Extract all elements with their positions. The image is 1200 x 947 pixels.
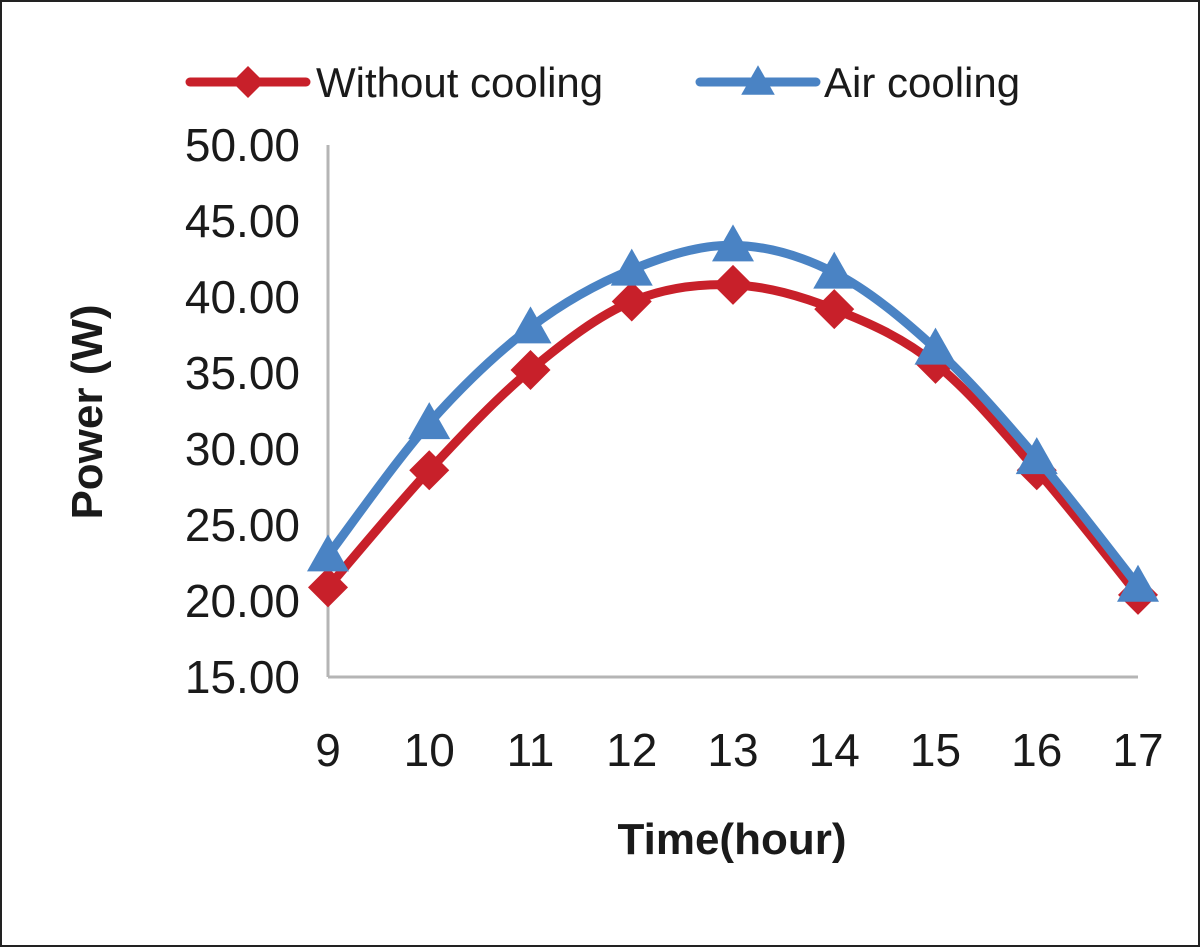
data-point (409, 450, 450, 491)
data-point (610, 248, 653, 286)
x-tick-label: 13 (707, 724, 758, 776)
data-point (712, 224, 754, 262)
legend: Without cooling Air cooling (185, 59, 1020, 106)
legend-label: Air cooling (824, 59, 1020, 106)
x-tick-label: 11 (507, 724, 555, 776)
data-point (308, 567, 348, 608)
data-point (814, 289, 855, 330)
y-tick-labels: 50.00 45.00 40.00 35.00 30.00 25.00 20.00 15.00 (185, 119, 300, 703)
x-tick-label: 17 (1112, 724, 1163, 776)
data-point (510, 349, 551, 390)
legend-marker (232, 66, 264, 98)
legend-item: Without cooling (185, 59, 603, 106)
data-point (1015, 437, 1058, 475)
y-tick-label: 25.00 (185, 499, 300, 551)
x-tick-labels: 9 10 11 12 13 14 15 16 17 (315, 724, 1163, 776)
data-point (713, 264, 753, 305)
data-point (914, 327, 957, 365)
x-tick-label: 14 (809, 724, 860, 776)
y-tick-label: 45.00 (185, 195, 300, 247)
legend-item: Air cooling (695, 59, 1020, 106)
y-axis-title: Power (W) (63, 304, 112, 519)
legend-marker (741, 65, 775, 95)
y-tick-label: 50.00 (185, 119, 300, 171)
y-tick-label: 15.00 (185, 651, 300, 703)
data-point (307, 534, 349, 572)
x-tick-label: 9 (315, 724, 341, 776)
y-tick-label: 20.00 (185, 575, 300, 627)
x-tick-label: 15 (910, 724, 961, 776)
data-point (813, 251, 856, 289)
data-point (611, 281, 652, 322)
x-tick-label: 12 (606, 724, 657, 776)
y-tick-label: 30.00 (185, 423, 300, 475)
series-2 (307, 224, 1159, 602)
data-point (509, 306, 552, 344)
y-tick-label: 40.00 (185, 271, 300, 323)
x-axis-title: Time(hour) (618, 815, 847, 864)
series-layer (307, 224, 1159, 615)
x-tick-label: 10 (404, 724, 455, 776)
series-1 (308, 264, 1158, 615)
data-point (1117, 564, 1159, 602)
data-point (408, 402, 451, 440)
x-tick-label: 16 (1011, 724, 1062, 776)
y-tick-label: 35.00 (185, 347, 300, 399)
legend-label: Without cooling (316, 59, 603, 106)
